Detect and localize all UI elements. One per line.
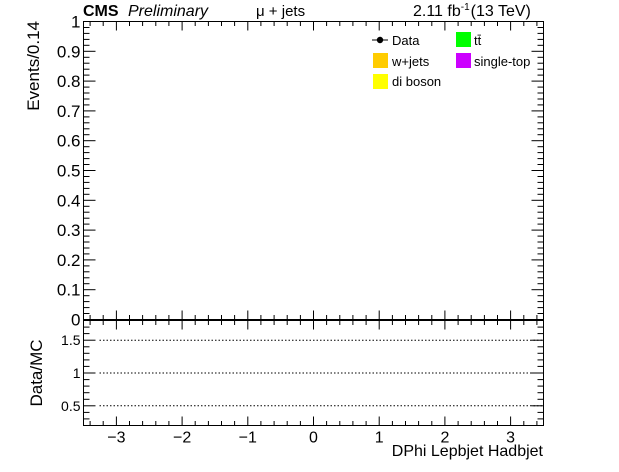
- ratio-x-tick-label: −2: [173, 430, 191, 447]
- ratio-y-axis-title: Data/MC: [27, 339, 46, 406]
- main-y-tick-label: 0.1: [57, 281, 81, 300]
- main-y-tick-label: 0.6: [57, 132, 81, 151]
- ratio-x-tick-label: 0: [309, 430, 318, 447]
- main-ticks: [83, 21, 544, 320]
- ratio-y-tick-label: 0.5: [61, 398, 81, 414]
- main-y-axis-title: Events/0.14: [24, 21, 43, 111]
- main-y-tick-label: 0: [71, 311, 80, 330]
- lumi-label: 2.11 fb-1(13 TeV): [413, 2, 531, 20]
- main-y-tick-label: 0.9: [57, 42, 81, 61]
- main-y-tick-labels: 0 0.1 0.2 0.3 0.4 0.5 0.6 0.7 0.8 0.9 1: [57, 13, 81, 330]
- ratio-x-tick-labels: −3 −2 −1 0 1 2 3: [107, 430, 515, 447]
- main-y-tick-label: 0.2: [57, 251, 81, 270]
- legend-data-label: Data: [392, 33, 420, 48]
- main-y-tick-label: 0.4: [57, 191, 81, 210]
- legend-singletop-swatch: [456, 53, 471, 68]
- ratio-reference-lines: [99, 339, 543, 407]
- legend-singletop-label: single-top: [474, 54, 530, 69]
- legend-diboson-label: di boson: [392, 74, 441, 89]
- preliminary-label: Preliminary: [128, 3, 209, 20]
- ratio-x-tick-label: 2: [440, 430, 449, 447]
- main-y-tick-label: 0.7: [57, 102, 81, 121]
- ratio-x-tick-label: −1: [239, 430, 257, 447]
- channel-label: μ + jets: [256, 3, 305, 20]
- legend: Data tt̄ w+jets single-top di boson: [372, 32, 530, 89]
- main-y-tick-label: 0.5: [57, 162, 81, 181]
- ratio-x-tick-label: 1: [375, 430, 384, 447]
- ratio-x-tick-label: −3: [107, 430, 125, 447]
- legend-diboson-swatch: [373, 74, 388, 89]
- legend-wjets-swatch: [373, 53, 388, 68]
- main-y-tick-label: 0.8: [57, 72, 81, 91]
- main-y-tick-label: 1: [71, 13, 80, 32]
- legend-data-marker: [376, 36, 384, 44]
- ratio-x-tick-label: 3: [506, 430, 515, 447]
- ratio-y-tick-labels: 0.5 1 1.5: [61, 332, 81, 414]
- legend-wjets-label: w+jets: [391, 54, 430, 69]
- main-y-tick-label: 0.3: [57, 221, 81, 240]
- cms-label: CMS: [83, 3, 119, 20]
- ratio-y-tick-label: 1.5: [61, 332, 81, 348]
- legend-ttbar-label: tt̄: [474, 33, 482, 48]
- x-axis-title: DPhi Lepbjet Hadbjet: [392, 443, 544, 460]
- ratio-y-tick-label: 1: [73, 365, 81, 381]
- legend-ttbar-swatch: [456, 32, 471, 47]
